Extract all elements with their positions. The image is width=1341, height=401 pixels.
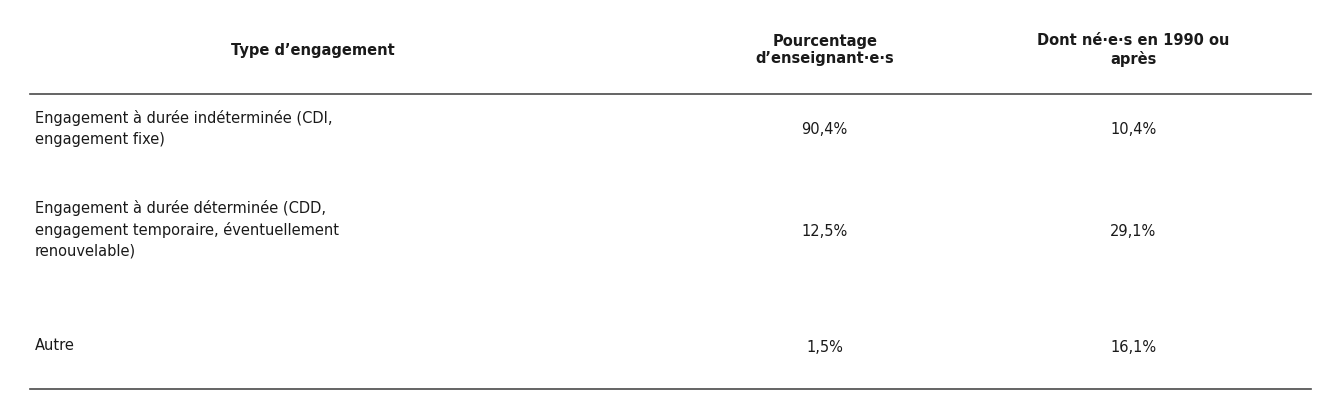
Text: engagement fixe): engagement fixe) (35, 132, 165, 147)
Text: 29,1%: 29,1% (1110, 223, 1156, 238)
Text: engagement temporaire, éventuellement: engagement temporaire, éventuellement (35, 221, 339, 237)
Text: Engagement à durée déterminée (CDD,: Engagement à durée déterminée (CDD, (35, 200, 326, 215)
Text: renouvelable): renouvelable) (35, 243, 137, 258)
Text: Type d’engagement: Type d’engagement (232, 43, 396, 57)
Text: 12,5%: 12,5% (802, 223, 848, 238)
Text: Autre: Autre (35, 337, 75, 352)
Text: Dont né·e·s en 1990 ou
après: Dont né·e·s en 1990 ou après (1037, 33, 1230, 67)
Text: Pourcentage
d’enseignant·e·s: Pourcentage d’enseignant·e·s (755, 34, 894, 66)
Text: 1,5%: 1,5% (806, 339, 843, 354)
Text: 10,4%: 10,4% (1110, 122, 1156, 137)
Text: 90,4%: 90,4% (802, 122, 848, 137)
Text: Engagement à durée indéterminée (CDI,: Engagement à durée indéterminée (CDI, (35, 110, 333, 126)
Text: 16,1%: 16,1% (1110, 339, 1156, 354)
